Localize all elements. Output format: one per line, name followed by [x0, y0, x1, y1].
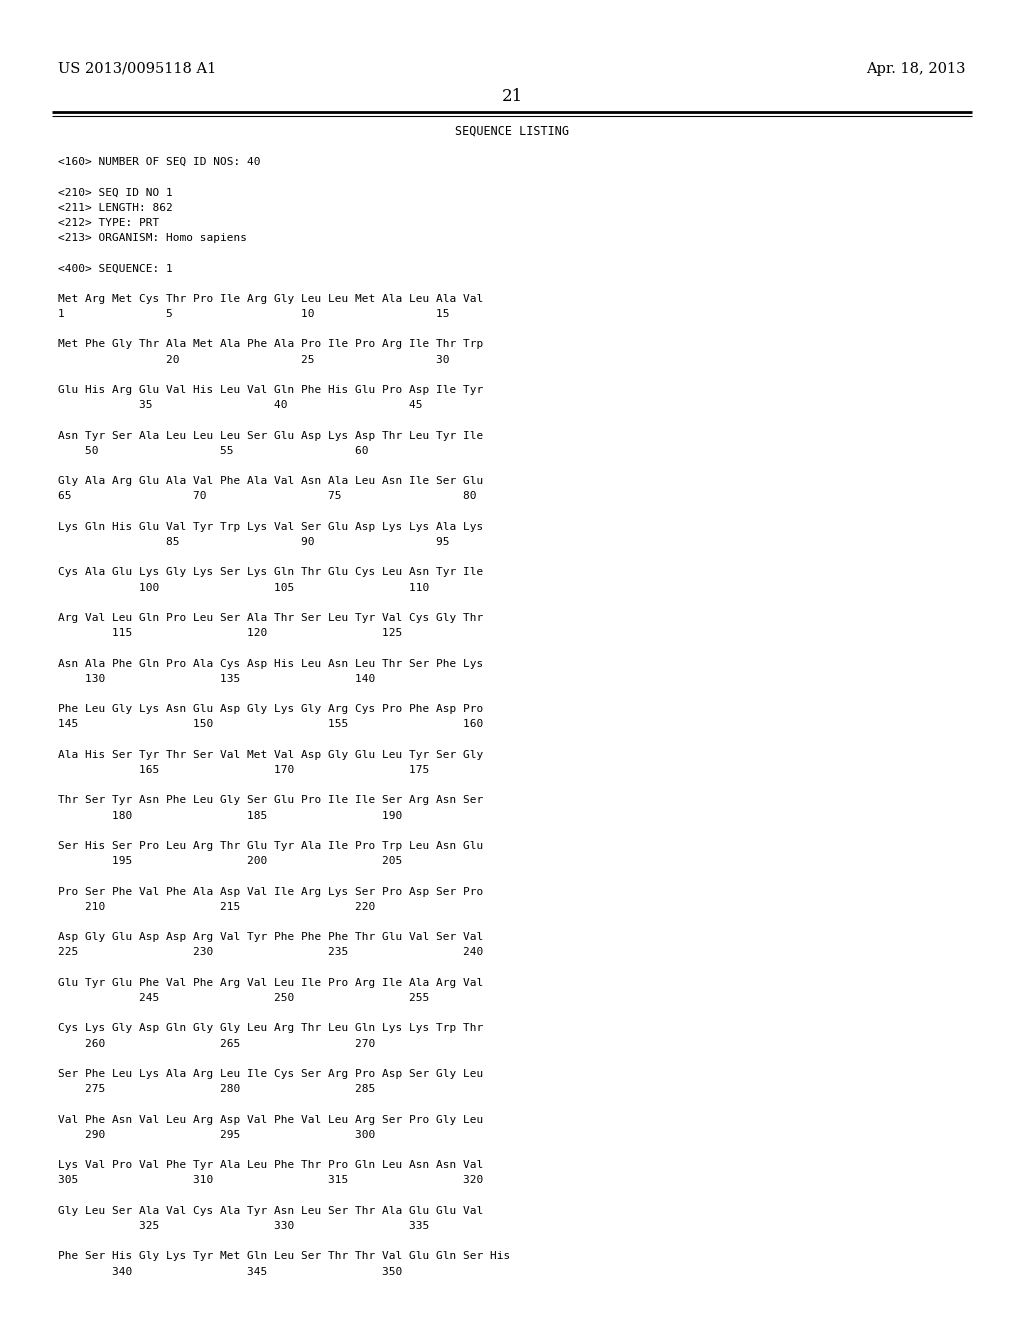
- Text: Pro Ser Phe Val Phe Ala Asp Val Ile Arg Lys Ser Pro Asp Ser Pro: Pro Ser Phe Val Phe Ala Asp Val Ile Arg …: [58, 887, 483, 896]
- Text: 35                  40                  45: 35 40 45: [58, 400, 423, 411]
- Text: 115                 120                 125: 115 120 125: [58, 628, 402, 638]
- Text: 290                 295                 300: 290 295 300: [58, 1130, 375, 1139]
- Text: <210> SEQ ID NO 1: <210> SEQ ID NO 1: [58, 187, 173, 198]
- Text: Val Phe Asn Val Leu Arg Asp Val Phe Val Leu Arg Ser Pro Gly Leu: Val Phe Asn Val Leu Arg Asp Val Phe Val …: [58, 1114, 483, 1125]
- Text: 21: 21: [502, 88, 522, 106]
- Text: 100                 105                 110: 100 105 110: [58, 582, 429, 593]
- Text: Met Arg Met Cys Thr Pro Ile Arg Gly Leu Leu Met Ala Leu Ala Val: Met Arg Met Cys Thr Pro Ile Arg Gly Leu …: [58, 294, 483, 304]
- Text: 1               5                   10                  15: 1 5 10 15: [58, 309, 450, 319]
- Text: 325                 330                 335: 325 330 335: [58, 1221, 429, 1232]
- Text: Asn Ala Phe Gln Pro Ala Cys Asp His Leu Asn Leu Thr Ser Phe Lys: Asn Ala Phe Gln Pro Ala Cys Asp His Leu …: [58, 659, 483, 669]
- Text: Lys Val Pro Val Phe Tyr Ala Leu Phe Thr Pro Gln Leu Asn Asn Val: Lys Val Pro Val Phe Tyr Ala Leu Phe Thr …: [58, 1160, 483, 1171]
- Text: 85                  90                  95: 85 90 95: [58, 537, 450, 546]
- Text: SEQUENCE LISTING: SEQUENCE LISTING: [455, 125, 569, 139]
- Text: 180                 185                 190: 180 185 190: [58, 810, 402, 821]
- Text: Ser His Ser Pro Leu Arg Thr Glu Tyr Ala Ile Pro Trp Leu Asn Glu: Ser His Ser Pro Leu Arg Thr Glu Tyr Ala …: [58, 841, 483, 851]
- Text: 225                 230                 235                 240: 225 230 235 240: [58, 948, 483, 957]
- Text: Apr. 18, 2013: Apr. 18, 2013: [866, 62, 966, 77]
- Text: 260                 265                 270: 260 265 270: [58, 1039, 375, 1048]
- Text: 275                 280                 285: 275 280 285: [58, 1084, 375, 1094]
- Text: <160> NUMBER OF SEQ ID NOS: 40: <160> NUMBER OF SEQ ID NOS: 40: [58, 157, 260, 168]
- Text: 340                 345                 350: 340 345 350: [58, 1267, 402, 1276]
- Text: Cys Ala Glu Lys Gly Lys Ser Lys Gln Thr Glu Cys Leu Asn Tyr Ile: Cys Ala Glu Lys Gly Lys Ser Lys Gln Thr …: [58, 568, 483, 577]
- Text: 130                 135                 140: 130 135 140: [58, 673, 375, 684]
- Text: <213> ORGANISM: Homo sapiens: <213> ORGANISM: Homo sapiens: [58, 234, 247, 243]
- Text: 210                 215                 220: 210 215 220: [58, 902, 375, 912]
- Text: <212> TYPE: PRT: <212> TYPE: PRT: [58, 218, 160, 228]
- Text: 305                 310                 315                 320: 305 310 315 320: [58, 1175, 483, 1185]
- Text: Thr Ser Tyr Asn Phe Leu Gly Ser Glu Pro Ile Ile Ser Arg Asn Ser: Thr Ser Tyr Asn Phe Leu Gly Ser Glu Pro …: [58, 796, 483, 805]
- Text: US 2013/0095118 A1: US 2013/0095118 A1: [58, 62, 216, 77]
- Text: Asp Gly Glu Asp Asp Arg Val Tyr Phe Phe Phe Thr Glu Val Ser Val: Asp Gly Glu Asp Asp Arg Val Tyr Phe Phe …: [58, 932, 483, 942]
- Text: 50                  55                  60: 50 55 60: [58, 446, 369, 455]
- Text: 20                  25                  30: 20 25 30: [58, 355, 450, 364]
- Text: Gly Ala Arg Glu Ala Val Phe Ala Val Asn Ala Leu Asn Ile Ser Glu: Gly Ala Arg Glu Ala Val Phe Ala Val Asn …: [58, 477, 483, 486]
- Text: Glu His Arg Glu Val His Leu Val Gln Phe His Glu Pro Asp Ile Tyr: Glu His Arg Glu Val His Leu Val Gln Phe …: [58, 385, 483, 395]
- Text: Ser Phe Leu Lys Ala Arg Leu Ile Cys Ser Arg Pro Asp Ser Gly Leu: Ser Phe Leu Lys Ala Arg Leu Ile Cys Ser …: [58, 1069, 483, 1078]
- Text: Gly Leu Ser Ala Val Cys Ala Tyr Asn Leu Ser Thr Ala Glu Glu Val: Gly Leu Ser Ala Val Cys Ala Tyr Asn Leu …: [58, 1205, 483, 1216]
- Text: Met Phe Gly Thr Ala Met Ala Phe Ala Pro Ile Pro Arg Ile Thr Trp: Met Phe Gly Thr Ala Met Ala Phe Ala Pro …: [58, 339, 483, 350]
- Text: <211> LENGTH: 862: <211> LENGTH: 862: [58, 202, 173, 213]
- Text: Cys Lys Gly Asp Gln Gly Gly Leu Arg Thr Leu Gln Lys Lys Trp Thr: Cys Lys Gly Asp Gln Gly Gly Leu Arg Thr …: [58, 1023, 483, 1034]
- Text: <400> SEQUENCE: 1: <400> SEQUENCE: 1: [58, 264, 173, 273]
- Text: Asn Tyr Ser Ala Leu Leu Leu Ser Glu Asp Lys Asp Thr Leu Tyr Ile: Asn Tyr Ser Ala Leu Leu Leu Ser Glu Asp …: [58, 430, 483, 441]
- Text: Phe Leu Gly Lys Asn Glu Asp Gly Lys Gly Arg Cys Pro Phe Asp Pro: Phe Leu Gly Lys Asn Glu Asp Gly Lys Gly …: [58, 704, 483, 714]
- Text: Glu Tyr Glu Phe Val Phe Arg Val Leu Ile Pro Arg Ile Ala Arg Val: Glu Tyr Glu Phe Val Phe Arg Val Leu Ile …: [58, 978, 483, 987]
- Text: Phe Ser His Gly Lys Tyr Met Gln Leu Ser Thr Thr Val Glu Gln Ser His: Phe Ser His Gly Lys Tyr Met Gln Leu Ser …: [58, 1251, 510, 1262]
- Text: Lys Gln His Glu Val Tyr Trp Lys Val Ser Glu Asp Lys Lys Ala Lys: Lys Gln His Glu Val Tyr Trp Lys Val Ser …: [58, 521, 483, 532]
- Text: 245                 250                 255: 245 250 255: [58, 993, 429, 1003]
- Text: 195                 200                 205: 195 200 205: [58, 857, 402, 866]
- Text: Ala His Ser Tyr Thr Ser Val Met Val Asp Gly Glu Leu Tyr Ser Gly: Ala His Ser Tyr Thr Ser Val Met Val Asp …: [58, 750, 483, 760]
- Text: 165                 170                 175: 165 170 175: [58, 766, 429, 775]
- Text: 65                  70                  75                  80: 65 70 75 80: [58, 491, 476, 502]
- Text: Arg Val Leu Gln Pro Leu Ser Ala Thr Ser Leu Tyr Val Cys Gly Thr: Arg Val Leu Gln Pro Leu Ser Ala Thr Ser …: [58, 612, 483, 623]
- Text: 145                 150                 155                 160: 145 150 155 160: [58, 719, 483, 730]
